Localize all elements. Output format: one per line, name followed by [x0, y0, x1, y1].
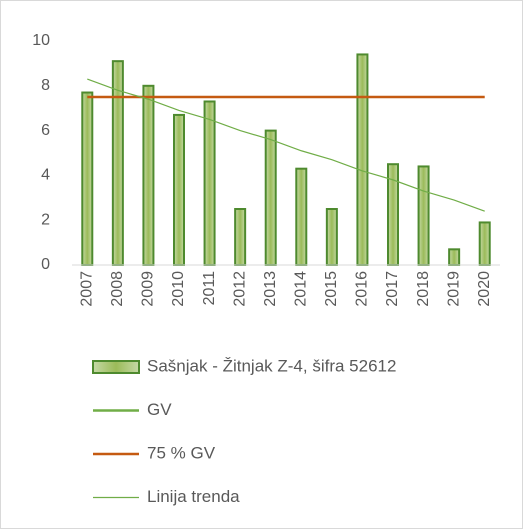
bar: [478, 221, 491, 267]
y-tick-label: 8: [41, 77, 50, 94]
bar: [234, 208, 247, 266]
legend-swatch: [92, 360, 140, 374]
y-tick-label: 2: [41, 211, 50, 228]
x-tick-label: 2013: [262, 271, 279, 307]
x-tick-label: 2019: [445, 271, 462, 307]
x-tick-label: 2017: [384, 271, 401, 307]
bar: [264, 129, 277, 266]
x-tick-label: 2015: [323, 271, 340, 307]
legend-label: 75 % GV: [147, 443, 216, 462]
y-tick-label: 10: [32, 32, 50, 49]
x-tick-label: 2007: [79, 271, 96, 307]
bar: [325, 208, 338, 266]
bar: [142, 84, 155, 266]
trend-line: [87, 78, 485, 212]
y-tick-label: 4: [41, 167, 50, 184]
x-tick-label: 2010: [170, 271, 187, 307]
x-tick-label: 2012: [231, 271, 248, 307]
x-tick-label: 2008: [109, 271, 126, 307]
y-tick-label: 6: [41, 122, 50, 139]
y-tick-label: 0: [41, 256, 50, 273]
bar: [417, 165, 430, 266]
bar: [81, 91, 94, 266]
bar: [295, 167, 308, 266]
bar: [356, 53, 369, 266]
x-tick-label: 2011: [201, 271, 218, 306]
bar: [173, 113, 185, 266]
x-tick-label: 2009: [140, 271, 157, 307]
legend-label: GV: [147, 400, 172, 419]
legend-label: Sašnjak - Žitnjak Z-4, šifra 52612: [147, 356, 396, 375]
x-tick-label: 2016: [354, 271, 371, 307]
x-tick-label: 2014: [293, 271, 310, 307]
bar: [203, 100, 216, 267]
x-tick-label: 2020: [476, 271, 493, 307]
legend-label: Linija trenda: [147, 487, 240, 506]
bar: [448, 248, 461, 267]
x-tick-label: 2018: [415, 271, 432, 307]
